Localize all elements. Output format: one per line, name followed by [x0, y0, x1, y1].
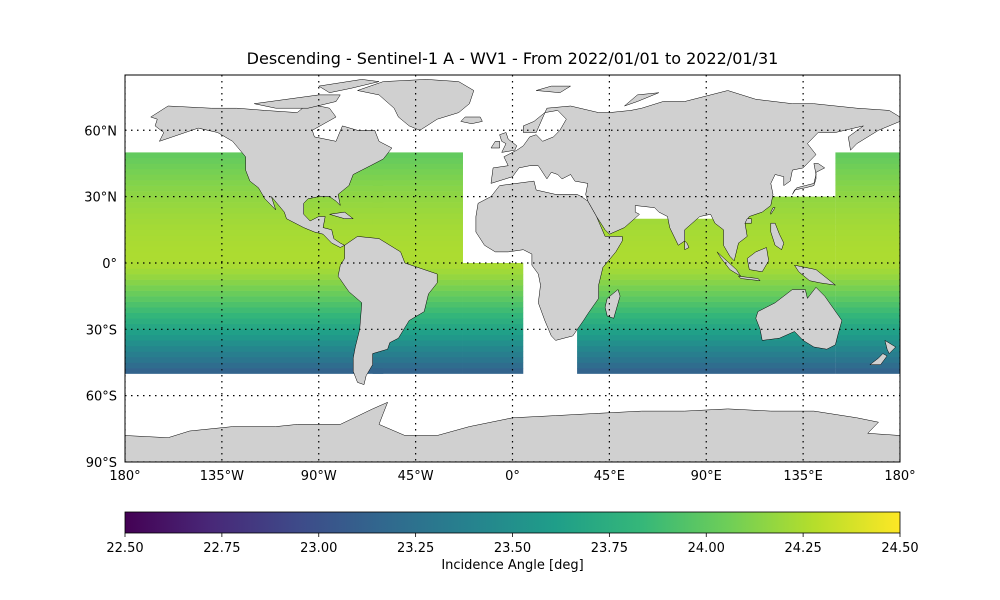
swath-3	[462, 262, 524, 374]
lat-tick-label: 60°N	[84, 124, 117, 139]
new-zealand-north-landmass	[884, 339, 897, 355]
ireland-landmass	[490, 141, 500, 149]
hainan-landmass	[744, 218, 752, 224]
colorbar-tick-label: 24.25	[785, 541, 822, 556]
colorbar-tick-label: 23.75	[591, 541, 628, 556]
lon-tick-label: 180°	[884, 469, 915, 484]
colorbar-tick-label: 22.50	[106, 541, 143, 556]
lon-tick-label: 90°W	[301, 469, 337, 484]
iceland-landmass	[460, 116, 483, 124]
java-landmass	[737, 275, 761, 282]
greenland-landmass	[356, 79, 475, 131]
colorbar-ticks: 22.50 22.75 23.00 23.25 23.50 23.75 24.00 24.25…	[106, 533, 919, 556]
ellesmere-landmass	[318, 79, 380, 93]
colorbar-tick-label: 23.00	[300, 541, 337, 556]
novaya-zemlya-landmass	[624, 92, 659, 107]
cuba-landmass	[329, 211, 354, 219]
colorbar-tick-label: 24.00	[688, 541, 725, 556]
philippines-landmass	[770, 222, 785, 251]
south-america-landmass	[337, 236, 438, 385]
madagascar-landmass	[604, 289, 621, 319]
new-guinea-landmass	[793, 264, 837, 286]
australia-landmass	[755, 286, 843, 350]
eurasia-landmass	[490, 90, 900, 262]
borneo-landmass	[746, 247, 769, 273]
taiwan-landmass	[770, 207, 776, 216]
colorbar	[124, 511, 901, 534]
lat-tick-label: 30°N	[84, 191, 117, 206]
svalbard-landmass	[536, 85, 572, 93]
lon-tick-label: 135°W	[200, 469, 244, 484]
lat-tick-label: 60°S	[86, 390, 117, 405]
map-tick-labels: 180° 135°W 90°W 45°W 0° 45°E 90°E 135°E 180° 60°N…	[84, 124, 915, 484]
colorbar-label: Incidence Angle [deg]	[441, 558, 584, 573]
north-america-landmass	[150, 103, 393, 248]
lon-tick-label: 135°E	[783, 469, 823, 484]
swath-6	[835, 152, 900, 374]
map-frame	[124, 74, 901, 463]
lon-tick-label: 180°	[109, 469, 140, 484]
lon-tick-label: 45°E	[594, 469, 625, 484]
lon-tick-label: 45°W	[398, 469, 434, 484]
new-zealand-south-landmass	[869, 353, 888, 365]
arctic-islands-ca-landmass	[254, 94, 341, 109]
lon-tick-label: 90°E	[691, 469, 722, 484]
sri-lanka-landmass	[684, 240, 690, 251]
lon-tick-label: 0°	[505, 469, 520, 484]
colorbar-tick-label: 22.75	[203, 541, 240, 556]
africa-landmass	[475, 180, 623, 341]
swath-4	[577, 218, 745, 374]
colorbar-tick-label: 23.25	[397, 541, 434, 556]
colorbar-tick-label: 24.50	[881, 541, 918, 556]
lat-tick-label: 0°	[102, 257, 117, 272]
sumatra-landmass	[716, 251, 741, 277]
chart-title: Descending - Sentinel-1 A - WV1 - From 2…	[246, 49, 779, 68]
lat-tick-label: 90°S	[86, 456, 117, 471]
graticule	[125, 75, 900, 462]
lat-tick-label: 30°S	[86, 323, 117, 338]
japan-landmass	[792, 163, 826, 195]
colorbar-tick-label: 23.50	[494, 541, 531, 556]
